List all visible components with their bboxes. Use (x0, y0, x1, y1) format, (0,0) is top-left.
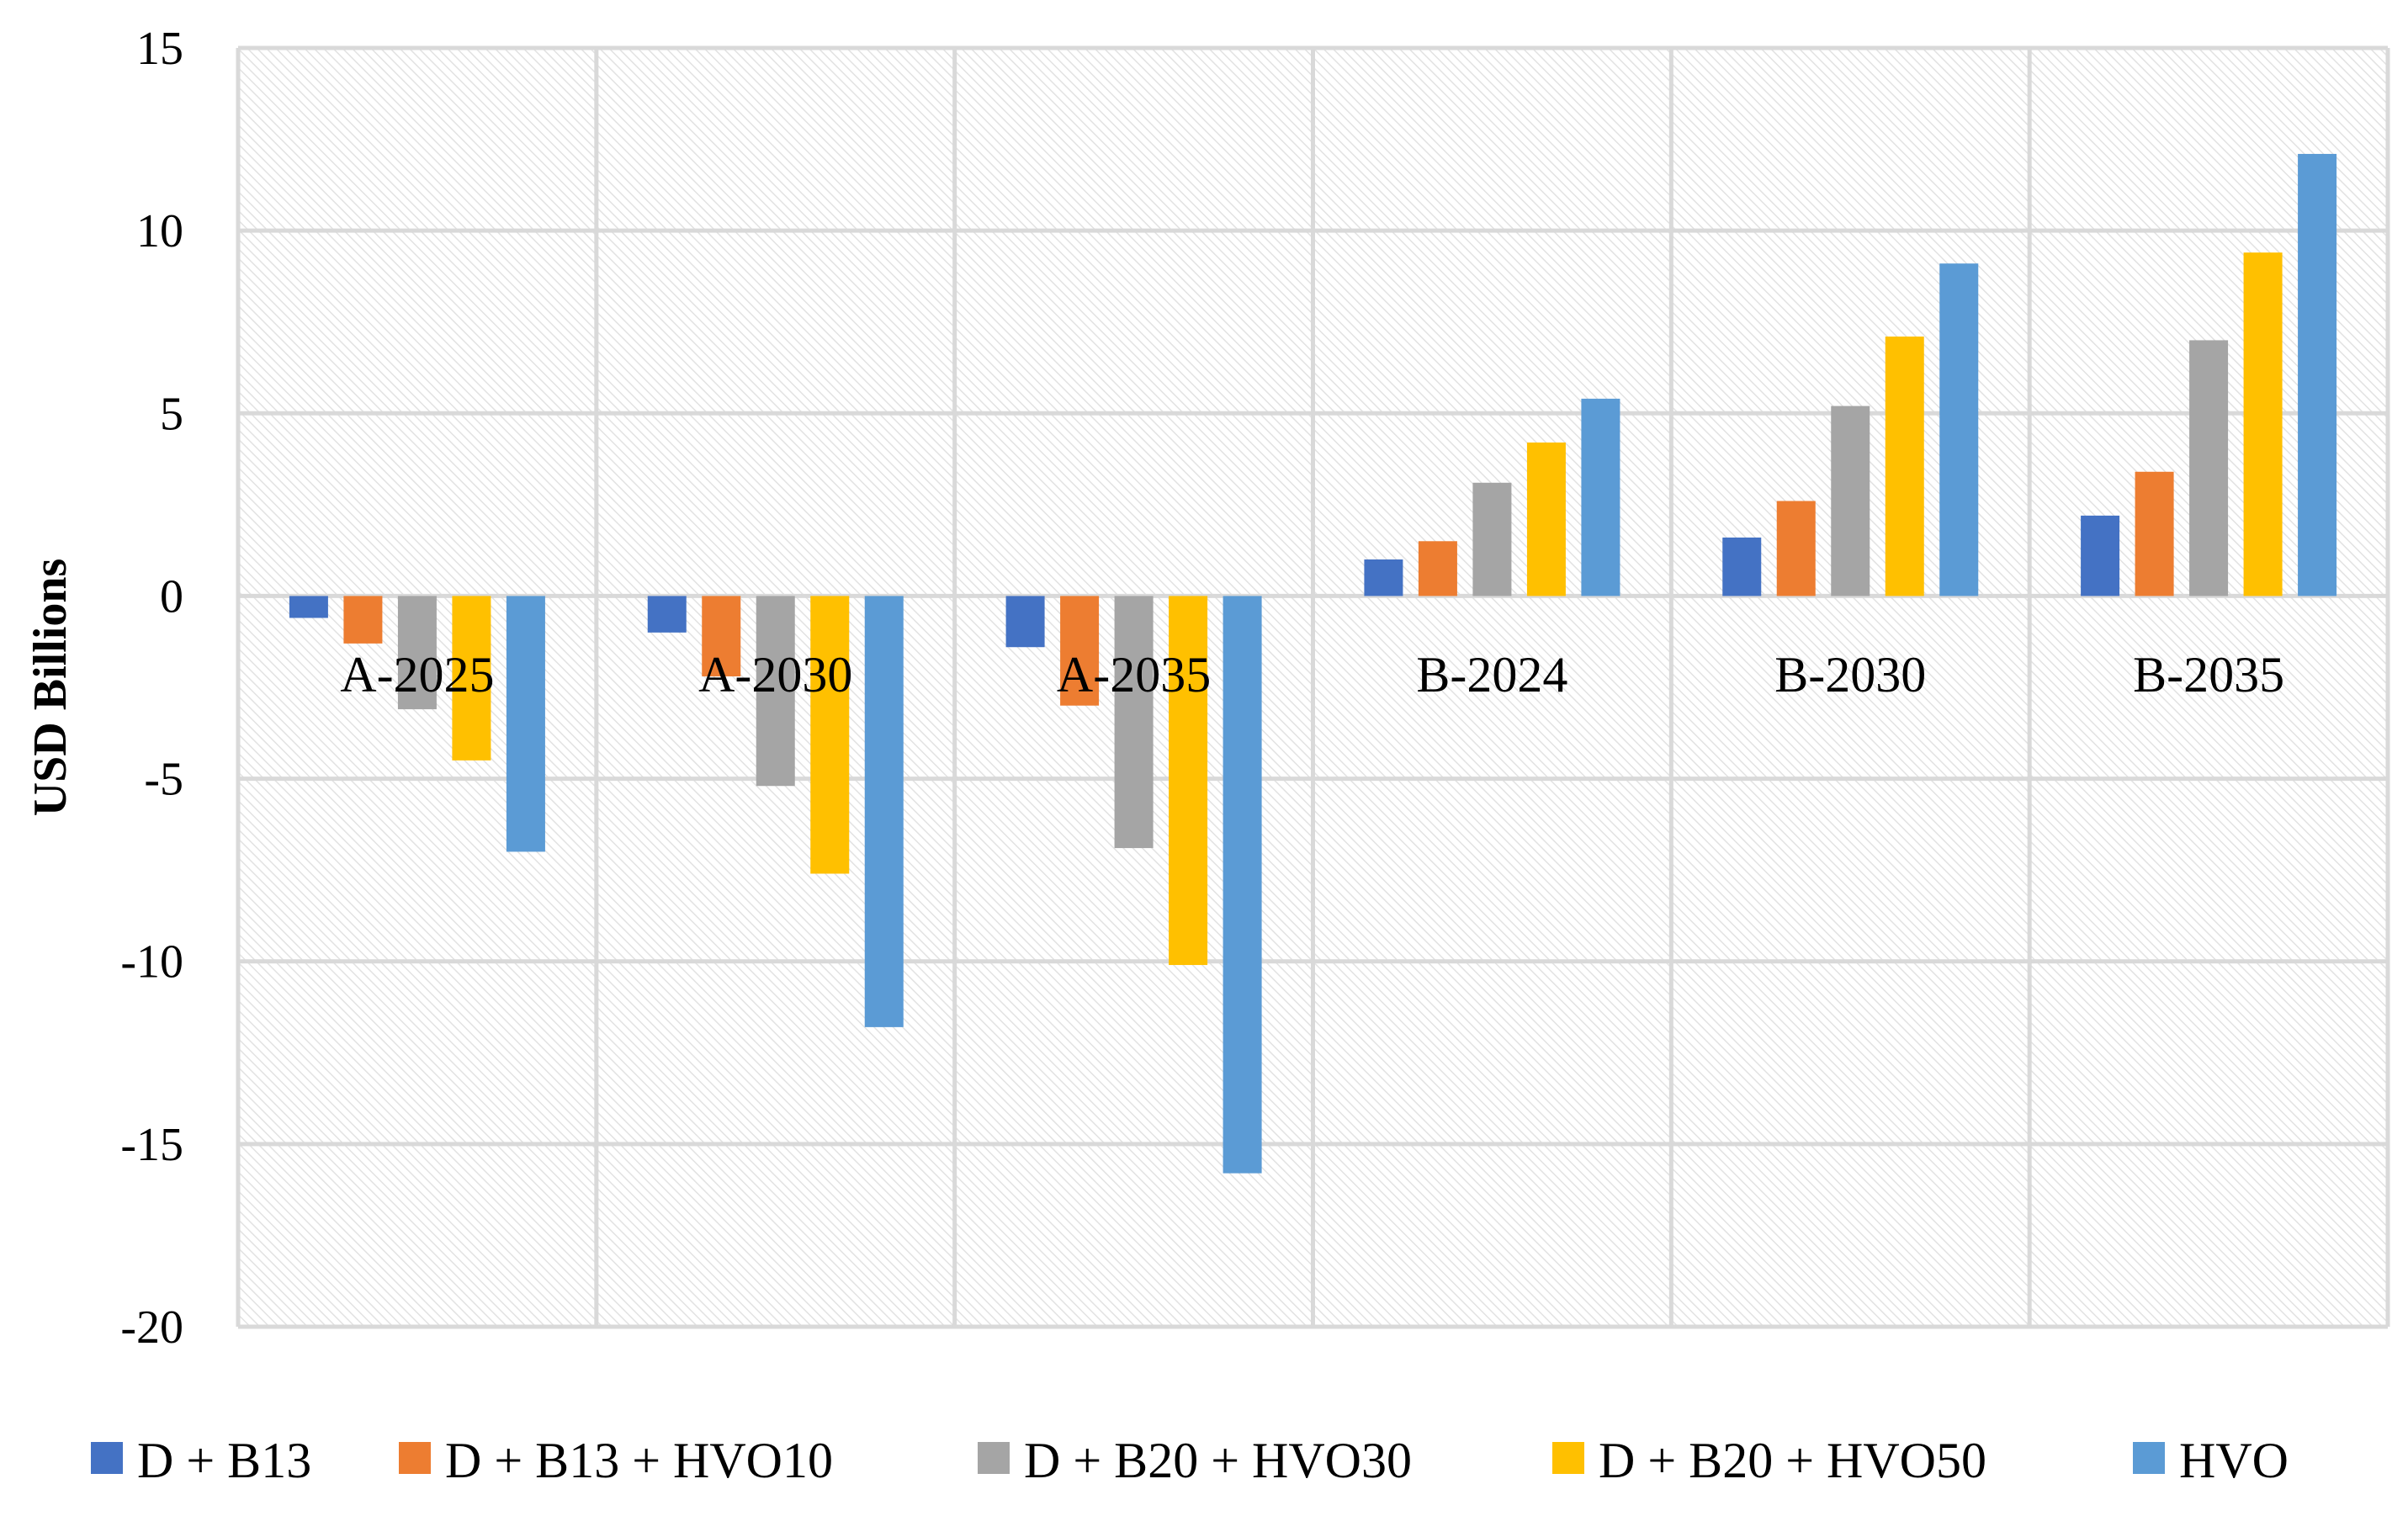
bar (756, 596, 795, 787)
category-labels: A-2025 A-2030 A-2035 B-2024 B-2030 B-2035 (340, 647, 2284, 702)
bar (1722, 537, 1762, 596)
legend-swatch (399, 1442, 431, 1474)
y-tick-label: -15 (120, 1119, 183, 1171)
y-tick-label: -10 (120, 936, 183, 989)
legend-item: D + B13 + HVO10 (399, 1433, 833, 1488)
y-tick-label: 0 (160, 570, 183, 623)
y-tick-label: -5 (144, 754, 183, 806)
legend-swatch (1552, 1442, 1584, 1474)
bar (1364, 559, 1403, 596)
bar (343, 596, 383, 644)
gridlines (236, 45, 2390, 1329)
y-tick-label: 5 (160, 388, 183, 440)
legend-item: D + B20 + HVO30 (978, 1433, 1412, 1488)
bar (1939, 263, 1979, 596)
bar (1114, 596, 1154, 849)
legend: D + B13 D + B13 + HVO10 D + B20 + HVO30 D +… (91, 1433, 2289, 1488)
legend-swatch (978, 1442, 1010, 1474)
bar (1060, 596, 1100, 706)
bar (1831, 406, 1870, 596)
category-label: B-2035 (2133, 647, 2284, 702)
category-label: A-2025 (340, 647, 494, 702)
bar (1005, 596, 1045, 648)
legend-label: D + B20 + HVO30 (1024, 1433, 1412, 1488)
y-axis-ticks: 15 10 5 0 -5 -10 -15 -20 (120, 23, 183, 1354)
bar (810, 596, 850, 874)
bar (2135, 471, 2174, 596)
bars (289, 153, 2337, 1174)
bar (452, 596, 491, 761)
legend-swatch (2133, 1442, 2165, 1474)
bar (1223, 596, 1262, 1174)
bar (2081, 515, 2120, 596)
legend-item: D + B13 (91, 1433, 311, 1488)
bar (702, 596, 741, 676)
bar (1581, 398, 1620, 596)
y-tick-label: -20 (120, 1301, 183, 1354)
category-label: B-2030 (1774, 647, 1926, 702)
bar (2189, 340, 2229, 596)
y-tick-label: 15 (136, 23, 183, 75)
category-label: B-2024 (1416, 647, 1567, 702)
bar (864, 596, 904, 1027)
bar (506, 596, 545, 852)
bar (647, 596, 687, 633)
category-label: A-2030 (698, 647, 852, 702)
bar (1776, 501, 1816, 596)
legend-item: D + B20 + HVO50 (1552, 1433, 1986, 1488)
y-tick-label: 10 (136, 205, 183, 257)
bar (1472, 482, 1512, 596)
legend-label: HVO (2179, 1433, 2289, 1488)
bar (289, 596, 328, 618)
bar (1526, 443, 1566, 596)
bar (397, 596, 437, 710)
bar (1885, 337, 1924, 596)
bar (1418, 541, 1457, 596)
bar (2243, 252, 2283, 596)
bar (1169, 596, 1208, 966)
bar (2298, 153, 2337, 596)
category-label: A-2035 (1057, 647, 1211, 702)
legend-item: HVO (2133, 1433, 2289, 1488)
legend-label: D + B13 (137, 1433, 311, 1488)
legend-swatch (91, 1442, 123, 1474)
legend-label: D + B20 + HVO50 (1599, 1433, 1986, 1488)
y-axis-title: USD Billions (24, 559, 77, 817)
legend-label: D + B13 + HVO10 (445, 1433, 833, 1488)
